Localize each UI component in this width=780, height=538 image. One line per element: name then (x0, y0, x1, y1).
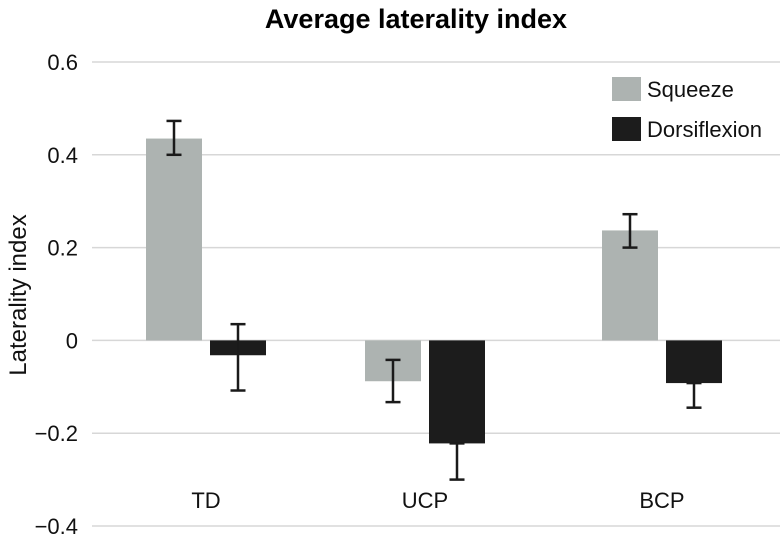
error-bar (385, 358, 401, 404)
bar-dorsiflexion-ucp (429, 340, 485, 444)
error-bars (166, 119, 702, 481)
x-tick-labels: TD UCP BCP (191, 488, 684, 513)
error-bar (622, 212, 638, 249)
x-tick-label: BCP (639, 488, 684, 513)
legend-swatch-dorsiflexion (612, 117, 641, 141)
chart-title: Average laterality index (265, 4, 567, 34)
y-axis-label: Laterality index (5, 214, 32, 375)
bars (146, 138, 722, 444)
legend-label-squeeze: Squeeze (647, 77, 734, 102)
y-tick-label: −0.2 (35, 421, 78, 446)
y-tick-label: 0 (66, 328, 78, 353)
error-bar (230, 322, 246, 392)
error-bar (686, 381, 702, 409)
error-bar (166, 119, 182, 157)
y-tick-label: 0.4 (47, 143, 78, 168)
x-tick-label: TD (191, 488, 220, 513)
bar-dorsiflexion-bcp (666, 340, 722, 384)
y-tick-label: 0.6 (47, 50, 78, 75)
y-tick-labels: 0.6 0.4 0.2 0 −0.2 −0.4 (35, 50, 78, 538)
error-bar (449, 442, 465, 481)
y-tick-label: −0.4 (35, 514, 78, 538)
bar-squeeze-td (146, 138, 202, 341)
legend-swatch-squeeze (612, 77, 641, 101)
legend-label-dorsiflexion: Dorsiflexion (647, 117, 762, 142)
y-tick-label: 0.2 (47, 236, 78, 261)
legend: Squeeze Dorsiflexion (612, 77, 762, 142)
x-tick-label: UCP (402, 488, 448, 513)
